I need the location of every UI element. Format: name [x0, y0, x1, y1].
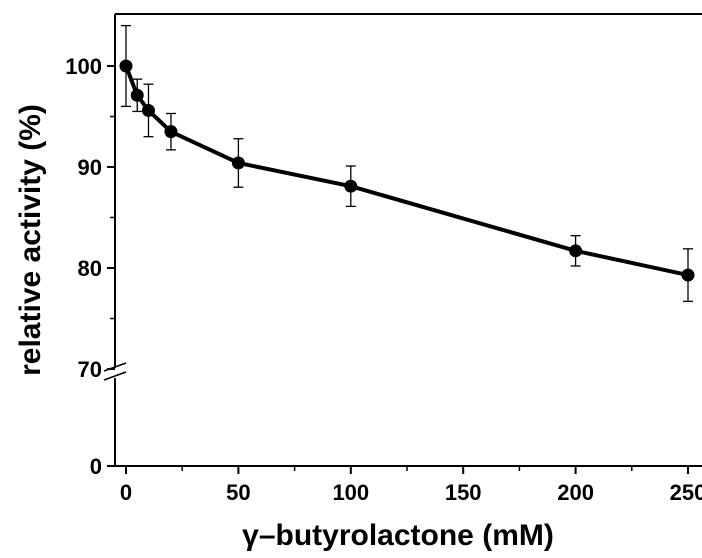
data-point — [164, 125, 178, 139]
y-tick-label: 70 — [78, 357, 102, 382]
x-tick-label: 250 — [670, 480, 702, 505]
y-axis-title: relative activity (%) — [14, 104, 47, 376]
y-tick-label: 100 — [65, 54, 102, 79]
y-tick-label: 0 — [90, 454, 102, 479]
x-axis-title: γ–butyrolactone (mM) — [242, 519, 554, 552]
x-ticks: 0 50 100 150 200 250 — [120, 466, 702, 505]
series — [119, 24, 695, 302]
data-point — [119, 59, 133, 73]
x-tick-label: 100 — [332, 480, 369, 505]
data-point — [130, 88, 144, 102]
x-tick-label: 200 — [557, 480, 594, 505]
data-point — [681, 268, 695, 282]
y-tick-label: 80 — [78, 256, 102, 281]
x-tick-label: 150 — [445, 480, 482, 505]
data-point — [141, 103, 155, 117]
data-point — [569, 244, 583, 258]
x-tick-label: 50 — [226, 480, 250, 505]
data-point — [344, 179, 358, 193]
plot-frame — [103, 13, 702, 467]
y-tick-label: 90 — [78, 155, 102, 180]
x-tick-label: 0 — [120, 480, 132, 505]
series-line — [124, 65, 689, 278]
data-point — [231, 156, 245, 170]
y-ticks: 0 70 80 90 100 — [65, 54, 115, 479]
